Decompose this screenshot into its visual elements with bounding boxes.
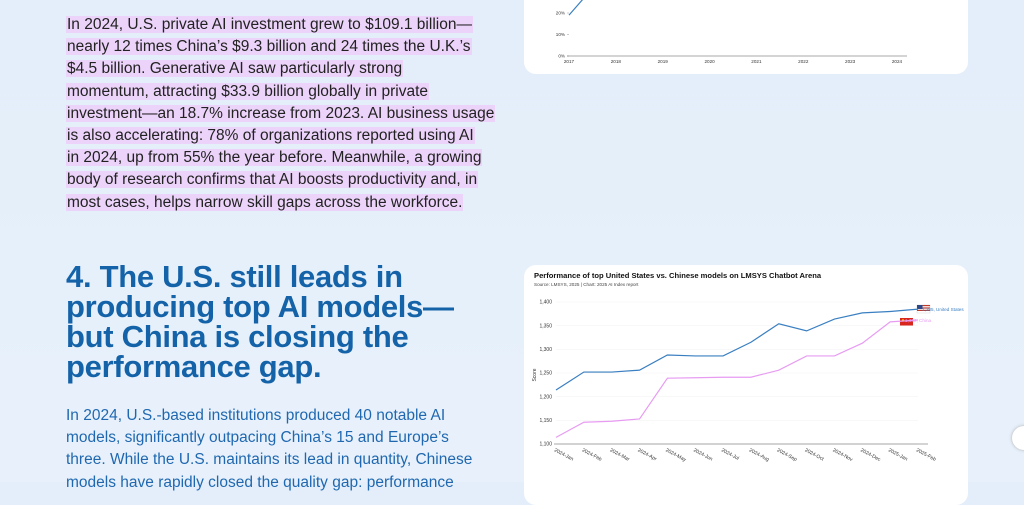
chart-card: Performance of top United States vs. Chi…	[524, 265, 968, 505]
chart-title: Performance of top United States vs. Chi…	[534, 271, 822, 280]
text-line: models, significantly outpacing China’s …	[66, 429, 449, 447]
text-line: momentum, attracting $33.9 billion globa…	[66, 82, 429, 100]
x-tick-label: 2024-Jan	[553, 447, 574, 462]
text-line: producing top AI models—	[66, 289, 454, 324]
scroll-button[interactable]	[1012, 426, 1024, 450]
section-body: In 2024, U.S.-based institutions produce…	[66, 405, 516, 494]
x-tick-label: 2021	[751, 59, 762, 64]
y-tick-label: 1,250	[539, 371, 552, 377]
flag-stripe	[917, 305, 930, 307]
x-tick-label: 2024-May	[664, 447, 687, 463]
chart-card: 0% 10% 20% 2017 2018 2019 2020 2021 2022 2023 2024	[524, 0, 968, 74]
x-tick-label: 2019	[658, 59, 669, 64]
x-tick-label: 2024-Jun	[692, 447, 713, 462]
data-line	[568, 0, 584, 16]
flag-canton	[917, 305, 923, 309]
y-tick-label: 1,300	[539, 347, 552, 353]
x-tick-label: 2018	[611, 59, 622, 64]
text-line: nearly 12 times China’s $9.3 billion and…	[66, 38, 472, 56]
flag-stripe	[917, 307, 930, 309]
intro-paragraph: In 2024, U.S. private AI investment grew…	[66, 14, 506, 214]
text-line: In 2024, U.S. private AI investment grew…	[66, 16, 473, 33]
x-tick-label: 2024-Nov	[832, 447, 854, 463]
x-tick-label: 2024-Sep	[776, 447, 798, 463]
data-line	[555, 308, 919, 391]
text-line: 4. The U.S. still leads in	[66, 259, 403, 294]
x-tick-label: 2024-Dec	[859, 447, 881, 463]
y-axis-label: Score	[532, 368, 538, 381]
y-tick-label: 0%	[558, 54, 565, 59]
text-line: In 2024, U.S.-based institutions produce…	[66, 407, 446, 424]
y-tick-label: 1,350	[539, 323, 552, 329]
y-tick-label: 1,100	[539, 442, 552, 448]
section-heading: 4. The U.S. still leads in producing top …	[66, 259, 506, 384]
x-tick-label: 2025-Feb	[915, 447, 937, 462]
end-label: 1,385, United States	[922, 307, 964, 312]
text-line: is also accelerating: 78% of organizatio…	[66, 127, 475, 145]
x-tick-label: 2024-Feb	[581, 447, 603, 462]
x-tick-label: 2022	[798, 59, 809, 64]
text-line: $4.5 billion. Generative AI saw particul…	[66, 60, 404, 78]
x-tick-label: 2017	[564, 59, 575, 64]
text-line: in 2024, up from 55% the year before. Me…	[66, 149, 483, 167]
y-tick-label: 1,150	[539, 418, 552, 424]
x-tick-label: 2024	[892, 59, 903, 64]
china-flag	[900, 318, 913, 326]
x-tick-label: 2024-Aug	[748, 447, 770, 463]
chart: 0% 10% 20% 2017 2018 2019 2020 2021 2022 2023 2024	[556, 0, 907, 64]
y-tick-label: 20%	[556, 11, 565, 16]
flag-stripe	[917, 309, 930, 311]
chart-subtitle: Source: LMSYS, 2025 | Chart: 2025 AI Ind…	[534, 282, 639, 287]
x-tick-label: 2024-Jul	[720, 447, 740, 461]
text-line: investment—an 18.7% increase from 2023. …	[66, 104, 496, 122]
text-line: models have rapidly closed the quality g…	[66, 473, 454, 491]
x-tick-label: 2024-Apr	[637, 447, 658, 462]
y-tick-label: 10%	[556, 32, 565, 37]
page: {"intro": {"lines": [ "In 2024, U.S. pri…	[0, 0, 1024, 491]
end-label: 1,362, China	[905, 318, 931, 323]
x-tick-label: 2024-Oct	[804, 447, 826, 462]
y-tick-label: 1,400	[539, 300, 552, 306]
x-tick-label: 2024-Mar	[609, 447, 631, 463]
text-line: three. While the U.S. maintains its lead…	[66, 451, 473, 469]
y-tick-label: 1,200	[539, 394, 552, 400]
chart: Performance of top United States vs. Chi…	[532, 271, 964, 463]
x-tick-label: 2025-Jan	[887, 447, 908, 462]
text-line: but China is closing the	[66, 319, 409, 354]
text-line: performance gap.	[66, 349, 322, 384]
text-line: body of research confirms that AI boosts…	[66, 171, 479, 189]
data-line	[555, 319, 919, 438]
x-tick-label: 2020	[704, 59, 715, 64]
text-line: most cases, helps narrow skill gaps acro…	[66, 193, 464, 211]
x-tick-label: 2023	[845, 59, 856, 64]
